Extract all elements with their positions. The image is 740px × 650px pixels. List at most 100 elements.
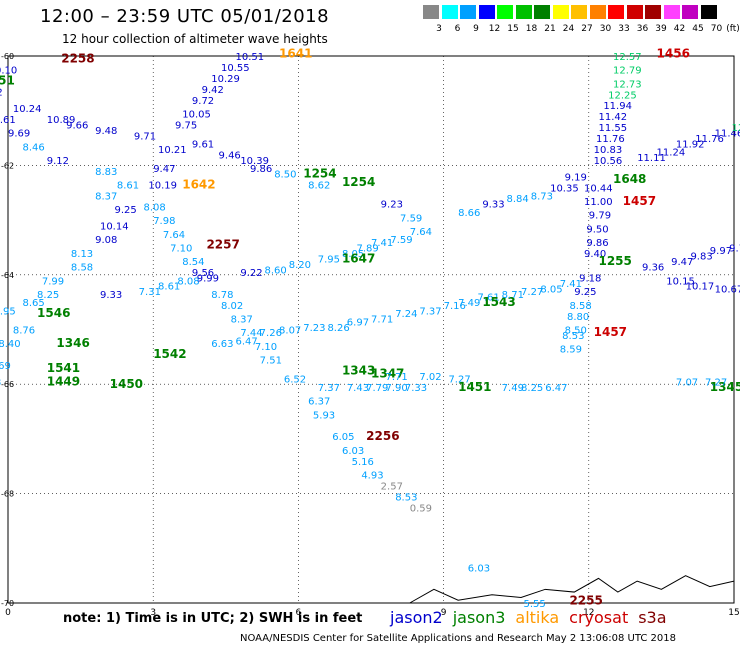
wave-height-label: 8.53 <box>562 331 584 342</box>
wave-height-label: 7.41 <box>371 238 393 249</box>
legend-swatch <box>589 5 606 19</box>
pass-time-label: 1251 <box>0 74 15 88</box>
wave-height-label: 7.95 <box>318 254 340 265</box>
wave-height-label: 8.37 <box>231 315 253 326</box>
wave-height-label: 9.56 <box>192 268 214 279</box>
wave-height-label: 10.29 <box>211 74 240 85</box>
x-tick-label: 12 <box>583 608 594 618</box>
legend-swatch <box>645 5 661 19</box>
wave-height-label: 7.41 <box>560 279 582 290</box>
legend-swatch <box>441 5 458 19</box>
legend-label: 36 <box>636 24 649 34</box>
wave-height-label: 8.71 <box>502 290 524 301</box>
wave-height-label: 7.59 <box>400 213 422 224</box>
legend-swatch <box>460 5 476 19</box>
map-title: 12:00 – 23:59 UTC 05/01/2018 <box>40 6 330 27</box>
wave-height-label: 9.61 <box>0 115 16 126</box>
pass-time-label: 1642 <box>182 178 215 192</box>
wave-height-label: 7.49 <box>458 298 480 309</box>
wave-height-label: 8.05 <box>342 249 364 260</box>
wave-height-label: 9.86 <box>586 238 608 249</box>
wave-height-label: 7.26 <box>260 328 282 339</box>
wave-height-label: 12.5 <box>732 123 740 134</box>
pass-time-label: 1542 <box>153 347 186 361</box>
pass-time-label: 1255 <box>598 254 631 268</box>
pass-time-label: 1254 <box>303 167 336 181</box>
wave-height-label: 9.71 <box>729 243 740 254</box>
wave-height-label: 11.42 <box>598 112 627 123</box>
pass-time-label: 1450 <box>110 377 143 391</box>
wave-height-label: 8.76 <box>13 326 35 337</box>
wave-height-label: 8.58 <box>569 301 591 312</box>
wave-height-label: 9.22 <box>240 268 262 279</box>
wave-height-label: 11.24 <box>657 148 686 159</box>
wave-height-label: 10.51 <box>235 52 264 63</box>
wave-height-label: 7.95 <box>0 306 16 317</box>
wave-height-label: 8.50 <box>565 326 587 337</box>
wave-height-label: 8.61 <box>158 282 180 293</box>
wave-height-label: 9.79 <box>589 211 611 222</box>
pass-time-label: 2256 <box>366 429 399 443</box>
legend-unit: (ft) <box>726 24 740 34</box>
wave-height-label: 7.10 <box>170 243 192 254</box>
wave-height-label: 10.44 <box>584 183 613 194</box>
wave-height-label: 11.92 <box>676 140 705 151</box>
wave-height-label: 8.25 <box>521 383 543 394</box>
wave-height-label: 7.71 <box>386 372 408 383</box>
legend-label: 39 <box>655 24 667 34</box>
wave-height-label: 9.66 <box>66 120 88 131</box>
satellite-legend: jason2 jason3 altika cryosat s3a <box>390 608 677 627</box>
wave-height-label: 10.67 <box>715 284 740 295</box>
wave-height-label: 9.33 <box>482 200 504 211</box>
wave-height-label: 7.31 <box>139 287 161 298</box>
legend-swatch <box>515 5 532 19</box>
wave-height-label: 7.24 <box>395 309 417 320</box>
wave-height-label: 7.44 <box>240 328 262 339</box>
wave-height-label: 7.90 <box>386 383 408 394</box>
wave-height-label: 8.62 <box>308 181 330 192</box>
wave-height-label: 5.93 <box>313 410 335 421</box>
coastline <box>409 575 735 604</box>
wave-height-label: 12.25 <box>608 90 637 101</box>
wave-height-label: 6.03 <box>468 563 490 574</box>
wave-height-label: 7.33 <box>405 383 427 394</box>
wave-height-label: 9.99 <box>197 274 219 285</box>
wave-height-label: 8.07 <box>279 326 301 337</box>
legend-label: 21 <box>544 24 556 34</box>
wave-height-label: 7.16 <box>444 301 466 312</box>
legend-label: 9 <box>473 24 479 34</box>
wave-height-label: 10.17 <box>686 282 715 293</box>
pass-time-label: 1457 <box>594 325 627 339</box>
wave-height-label: 7.51 <box>260 356 282 367</box>
y-tick-label: -68 <box>1 490 14 499</box>
wave-height-label: 7.49 <box>502 383 524 394</box>
wave-height-label: 9.25 <box>114 205 136 216</box>
wave-height-label: 10.89 <box>47 115 76 126</box>
wave-height-label: 9.72 <box>192 96 214 107</box>
y-tick-label: -64 <box>1 271 14 280</box>
pass-time-label: 1541 <box>47 361 80 375</box>
wave-height-label: 8.73 <box>531 191 553 202</box>
pass-time-label: 2258 <box>61 52 94 66</box>
wave-height-label: 0.59 <box>410 503 432 514</box>
footer-credit: NOAA/NESDIS Center for Satellite Applica… <box>240 633 676 644</box>
wave-height-label: 10.83 <box>594 145 623 156</box>
wave-height-label: 7.27 <box>448 375 470 386</box>
wave-height-label: 8.13 <box>71 249 93 260</box>
wave-height-label: 9.42 <box>202 85 224 96</box>
satellite-cryosat: cryosat <box>569 608 629 627</box>
wave-height-label: 10.02 <box>0 88 3 99</box>
pass-time-label: 1648 <box>613 172 646 186</box>
wave-height-label: 11.94 <box>603 101 632 112</box>
wave-height-label: 8.65 <box>23 298 45 309</box>
wave-height-label: 8.84 <box>507 194 529 205</box>
wave-height-label: 8.02 <box>221 301 243 312</box>
y-tick-label: -70 <box>1 599 14 608</box>
legend-swatch <box>700 5 717 19</box>
x-tick-label: 6 <box>296 608 302 618</box>
wave-height-label: 10.19 <box>148 181 177 192</box>
wave-height-label: 7.37 <box>318 383 340 394</box>
wave-height-label: 9.36 <box>642 263 664 274</box>
wave-height-label: 11.76 <box>695 134 724 145</box>
